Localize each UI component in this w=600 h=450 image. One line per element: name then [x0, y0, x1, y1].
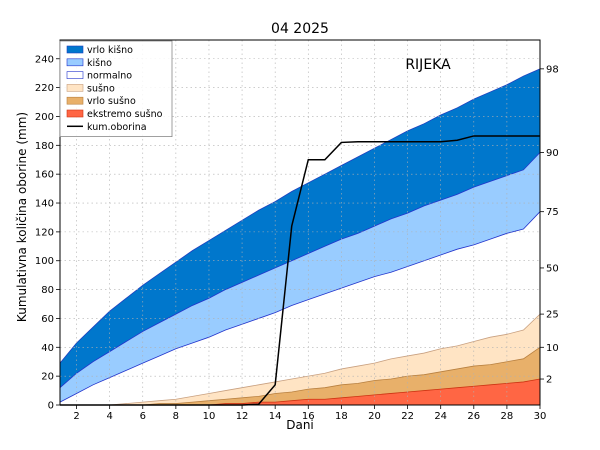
percentile-tick-label: 98 [546, 64, 559, 75]
plot-frame [59, 39, 541, 406]
y-tick-label: 100 [35, 256, 54, 267]
x-tick-label: 18 [335, 411, 348, 422]
y-tick-label: 240 [35, 54, 54, 65]
legend-swatch [66, 109, 84, 118]
percentile-tick-label: 90 [546, 148, 559, 159]
band-1 [60, 152, 540, 403]
percentile-axis: 98 90 75 50 25 10 2 [540, 64, 559, 386]
y-tick-label: 160 [35, 170, 54, 181]
y-tick-label: 200 [35, 112, 54, 123]
y-tick-label: 220 [35, 83, 54, 94]
x-tick-label: 6 [140, 411, 146, 422]
x-tick-label: 26 [467, 411, 480, 422]
x-tick-label: 4 [106, 411, 112, 422]
legend-swatch [66, 71, 84, 79]
percentile-tick-label: 50 [546, 263, 559, 274]
band-0 [60, 68, 540, 388]
legend-label: vrlo kišno [87, 45, 133, 56]
y-tick-label: 60 [41, 314, 54, 325]
legend-swatch [66, 45, 84, 54]
legend-swatch [66, 96, 84, 105]
legend-label: normalno [87, 71, 132, 82]
legend-label: sušno [87, 83, 115, 94]
legend-label: vrlo sušno [87, 96, 136, 107]
legend-label: ekstremo sušno [87, 109, 163, 120]
percentile-tick-label: 75 [546, 207, 559, 218]
y-axis: 0 20 40 60 80 100 120 140 160 180 200 220 240 [35, 54, 60, 412]
x-tick-label: 16 [302, 411, 315, 422]
x-tick-label: 2 [73, 411, 79, 422]
x-tick-label: 20 [368, 411, 381, 422]
y-tick-label: 20 [41, 372, 54, 383]
x-tick-label: 10 [203, 411, 216, 422]
band-boundary-2 [59, 211, 541, 403]
x-axis-label: Dani [286, 418, 314, 432]
band-2 [60, 211, 540, 405]
x-tick-label: 24 [434, 411, 447, 422]
plot-area [59, 39, 541, 406]
x-axis: 2 4 6 8 10 12 14 16 18 20 22 24 26 28 30 [73, 405, 546, 422]
y-tick-label: 180 [35, 141, 54, 152]
chart-title: 04 2025 [271, 21, 329, 37]
x-tick-label: 28 [501, 411, 514, 422]
legend-swatch [66, 84, 84, 92]
x-tick-label: 12 [236, 411, 249, 422]
y-tick-label: 40 [41, 343, 54, 354]
y-axis-label: Kumulativna količina oborine (mm) [15, 112, 29, 322]
legend-label: kum.oborina [87, 122, 147, 133]
band-boundary-0 [59, 68, 541, 364]
x-tick-label: 30 [534, 411, 547, 422]
x-tick-label: 8 [173, 411, 179, 422]
station-label: RIJEKA [405, 57, 451, 73]
percentile-tick-label: 25 [546, 310, 559, 321]
x-tick-label: 22 [401, 411, 414, 422]
band-layer [59, 68, 541, 406]
y-tick-label: 120 [35, 227, 54, 238]
band-5 [60, 379, 540, 405]
y-tick-label: 140 [35, 199, 54, 210]
percentile-tick-label: 2 [546, 375, 552, 386]
legend-label: kišno [87, 58, 112, 69]
x-tick-label: 14 [269, 411, 282, 422]
band-boundary-3 [60, 313, 541, 406]
y-tick-label: 80 [41, 285, 54, 296]
y-tick-label: 0 [48, 401, 54, 412]
band-boundary-1 [59, 152, 541, 388]
percentile-tick-label: 10 [546, 343, 559, 354]
legend-swatch [66, 58, 84, 67]
band-3 [60, 314, 540, 405]
